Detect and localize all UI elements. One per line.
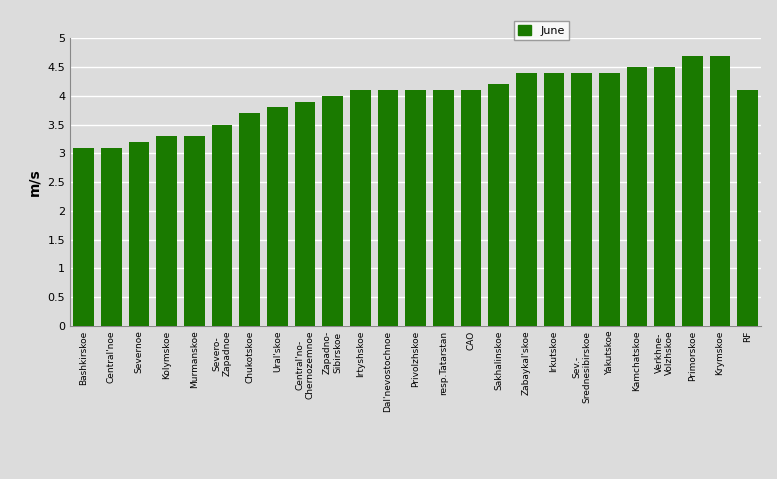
Bar: [709, 56, 730, 326]
Bar: [211, 125, 232, 326]
Bar: [322, 96, 343, 326]
Bar: [682, 56, 702, 326]
Bar: [156, 136, 177, 326]
Bar: [516, 73, 537, 326]
Bar: [294, 102, 315, 326]
Bar: [406, 90, 426, 326]
Bar: [626, 67, 647, 326]
Bar: [433, 90, 454, 326]
Bar: [488, 84, 509, 326]
Bar: [461, 90, 482, 326]
Bar: [350, 90, 371, 326]
Bar: [73, 148, 94, 326]
Bar: [737, 90, 758, 326]
Bar: [599, 73, 620, 326]
Legend: June: June: [514, 21, 570, 40]
Bar: [267, 107, 287, 326]
Bar: [101, 148, 122, 326]
Y-axis label: m/s: m/s: [28, 168, 42, 196]
Bar: [184, 136, 205, 326]
Bar: [239, 113, 260, 326]
Bar: [544, 73, 564, 326]
Bar: [378, 90, 399, 326]
Bar: [129, 142, 149, 326]
Bar: [654, 67, 675, 326]
Bar: [571, 73, 592, 326]
